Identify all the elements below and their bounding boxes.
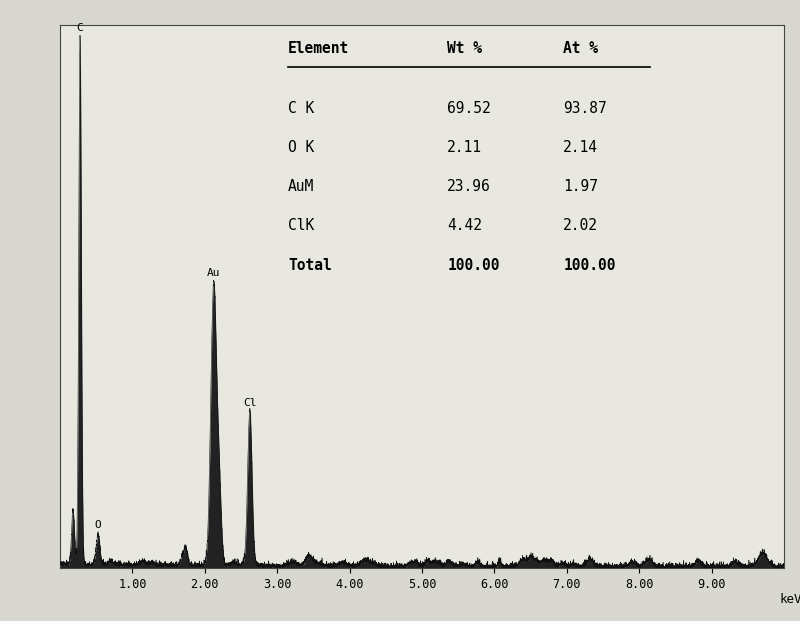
Text: Element: Element	[288, 41, 350, 56]
Text: 2.02: 2.02	[563, 219, 598, 233]
Text: 4.42: 4.42	[447, 219, 482, 233]
Text: At %: At %	[563, 41, 598, 56]
X-axis label: keV: keV	[780, 592, 800, 605]
Text: 23.96: 23.96	[447, 179, 491, 194]
Text: O K: O K	[288, 140, 314, 155]
Text: AuM: AuM	[288, 179, 314, 194]
Text: 2.11: 2.11	[447, 140, 482, 155]
Text: ClK: ClK	[288, 219, 314, 233]
Text: 69.52: 69.52	[447, 101, 491, 116]
Text: 100.00: 100.00	[447, 258, 500, 273]
Text: 1.97: 1.97	[563, 179, 598, 194]
Text: 100.00: 100.00	[563, 258, 616, 273]
Text: Total: Total	[288, 258, 332, 273]
Text: C: C	[77, 23, 83, 33]
Text: 93.87: 93.87	[563, 101, 607, 116]
Text: 2.14: 2.14	[563, 140, 598, 155]
Text: O: O	[94, 520, 102, 530]
Text: Wt %: Wt %	[447, 41, 482, 56]
Text: Au: Au	[207, 268, 221, 278]
Text: C K: C K	[288, 101, 314, 116]
Text: Cl: Cl	[243, 398, 257, 408]
